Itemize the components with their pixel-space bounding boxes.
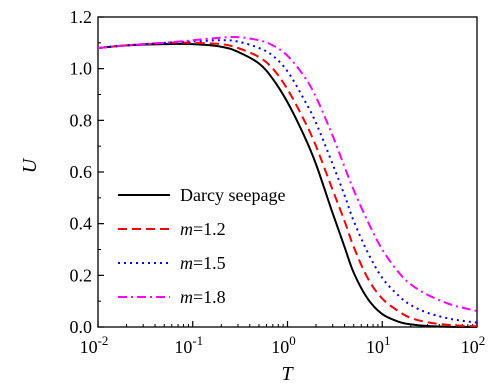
y-tick-label: 1.2 [70, 7, 93, 27]
series-line [97, 35, 478, 312]
x-tick-label: 10-2 [80, 333, 109, 357]
y-axis-title: U [19, 157, 41, 173]
y-tick-label: 1.0 [70, 59, 93, 79]
legend: Darcy seepage m=1.2 m=1.5 m=1.8 [118, 185, 285, 307]
y-tick-label: 0.4 [70, 214, 93, 234]
plot-frame [97, 16, 478, 328]
y-tick-label: 0.0 [70, 317, 93, 337]
x-tick-label: 10-1 [174, 333, 203, 357]
y-tick-label: 0.2 [70, 265, 93, 285]
y-tick-label: 0.8 [70, 110, 93, 130]
y-axis: 0.0 0.2 0.4 0.6 0.8 1.0 1.2 [70, 7, 104, 337]
legend-label: m=1.2 [180, 219, 226, 239]
series-line [97, 39, 478, 324]
x-axis-title: T [281, 363, 294, 385]
x-tick-label: 100 [271, 333, 296, 357]
series-lines [97, 35, 478, 328]
x-axis: 10-2 10-1 100 101 102 [80, 321, 486, 357]
series-line [97, 41, 478, 328]
plot-border [97, 16, 478, 328]
legend-label: Darcy seepage [180, 185, 285, 205]
x-tick-label: 102 [461, 333, 486, 357]
x-tick-label: 101 [366, 333, 391, 357]
y-tick-label: 0.6 [70, 162, 93, 182]
legend-label: m=1.8 [180, 287, 226, 307]
legend-label: m=1.5 [180, 253, 226, 273]
series-line [97, 42, 478, 328]
